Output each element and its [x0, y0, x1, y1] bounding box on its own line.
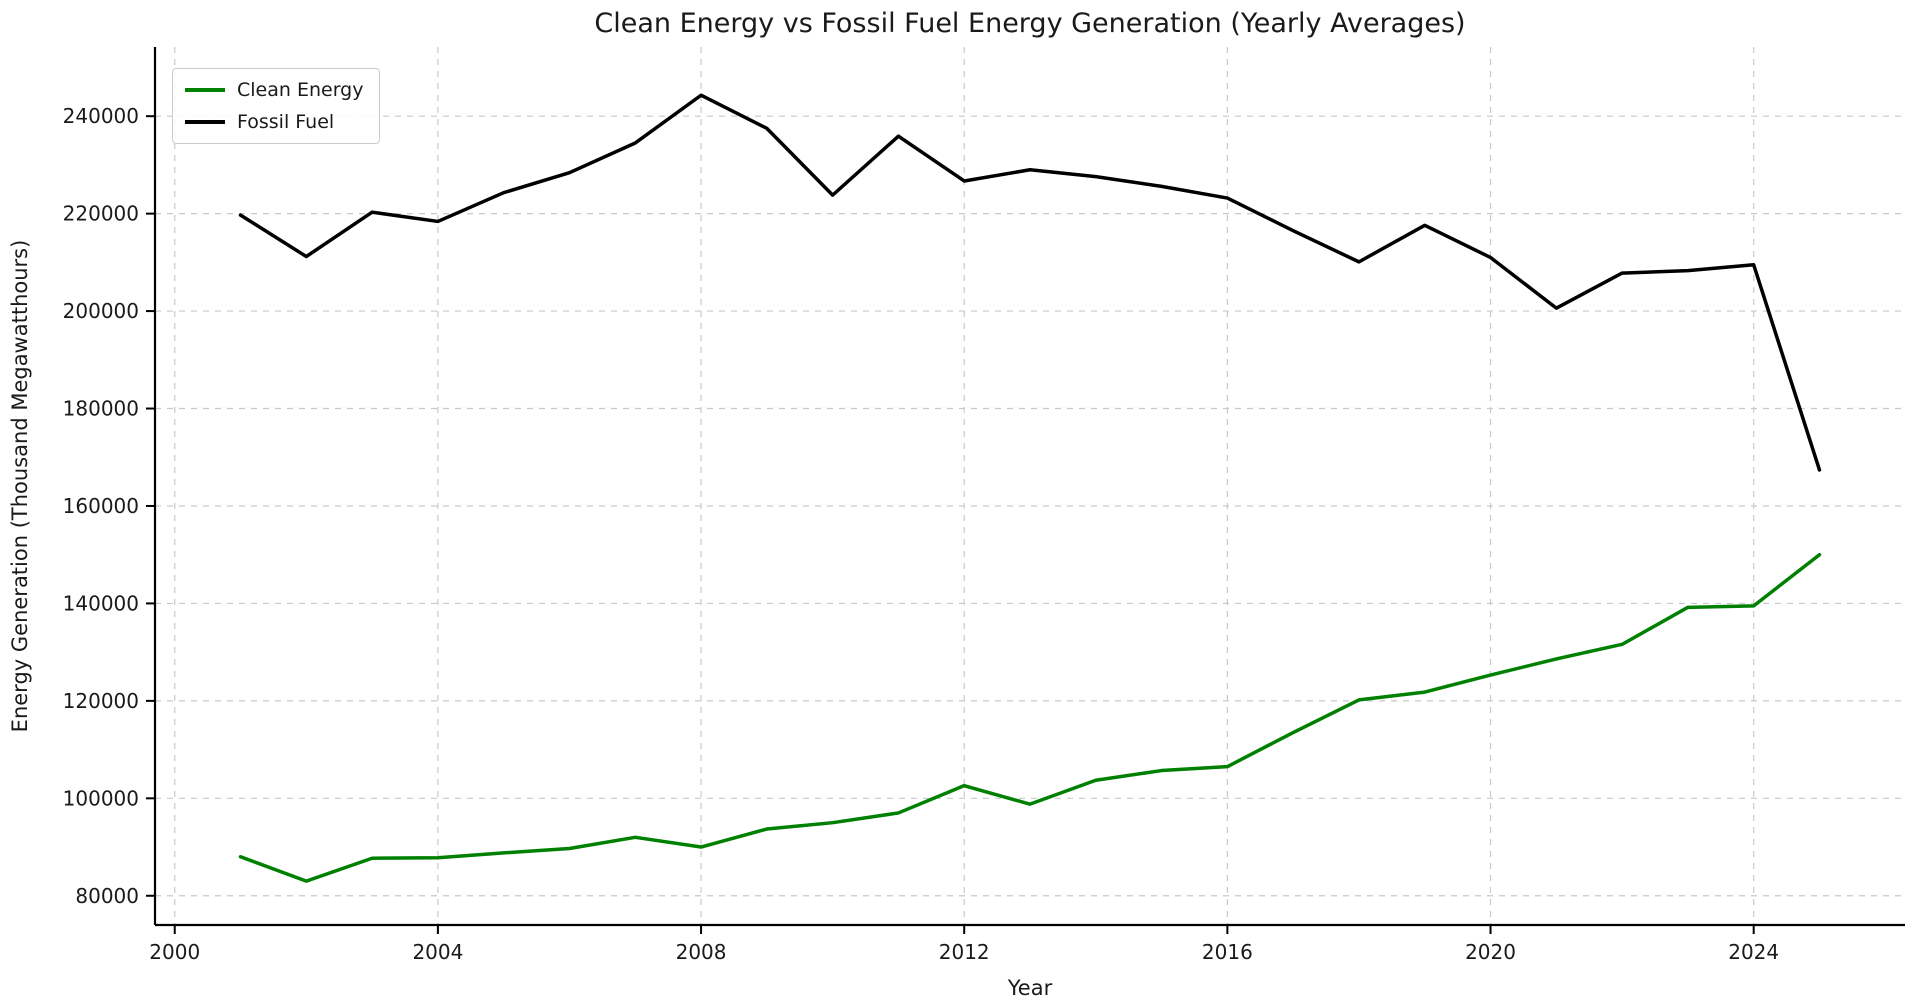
series-line-clean-energy: [238, 552, 1822, 883]
tick-labels: 80000 100000 120000 140000 160000 180000 20000…: [63, 104, 1779, 964]
x-tick-label: 2004: [412, 940, 463, 964]
y-tick-label: 180000: [63, 397, 139, 421]
y-tick-label: 240000: [63, 104, 139, 128]
gridlines: [155, 47, 1905, 925]
chart-title: Clean Energy vs Fossil Fuel Energy Gener…: [594, 8, 1465, 39]
x-axis-label: Year: [1007, 976, 1053, 1000]
x-tick-label: 2024: [1728, 940, 1779, 964]
fossil-fuel-line-swatch: [185, 120, 225, 124]
x-tick-label: 2012: [939, 940, 990, 964]
y-tick-label: 120000: [63, 689, 139, 713]
data-series-lines: [238, 93, 1822, 883]
x-tick-label: 2020: [1465, 940, 1516, 964]
legend-item-clean-energy: Clean Energy: [185, 79, 363, 101]
y-tick-label: 220000: [63, 202, 139, 226]
y-tick-label: 80000: [75, 884, 139, 908]
y-tick-label: 160000: [63, 494, 139, 518]
clean-energy-line-swatch: [185, 88, 225, 92]
x-tick-label: 2016: [1202, 940, 1253, 964]
series-line-fossil-fuel: [238, 93, 1822, 472]
x-tick-label: 2000: [149, 940, 200, 964]
y-tick-label: 100000: [63, 786, 139, 810]
y-axis-label: Energy Generation (Thousand Megawatthour…: [8, 240, 32, 733]
y-tick-label: 140000: [63, 591, 139, 615]
legend: Clean Energy Fossil Fuel: [172, 68, 381, 144]
legend-item-fossil-fuel: Fossil Fuel: [185, 111, 363, 133]
legend-label-fossil-fuel: Fossil Fuel: [237, 111, 335, 133]
x-tick-label: 2008: [676, 940, 727, 964]
y-tick-label: 200000: [63, 299, 139, 323]
legend-label-clean-energy: Clean Energy: [237, 79, 364, 101]
axes: [146, 47, 1905, 934]
